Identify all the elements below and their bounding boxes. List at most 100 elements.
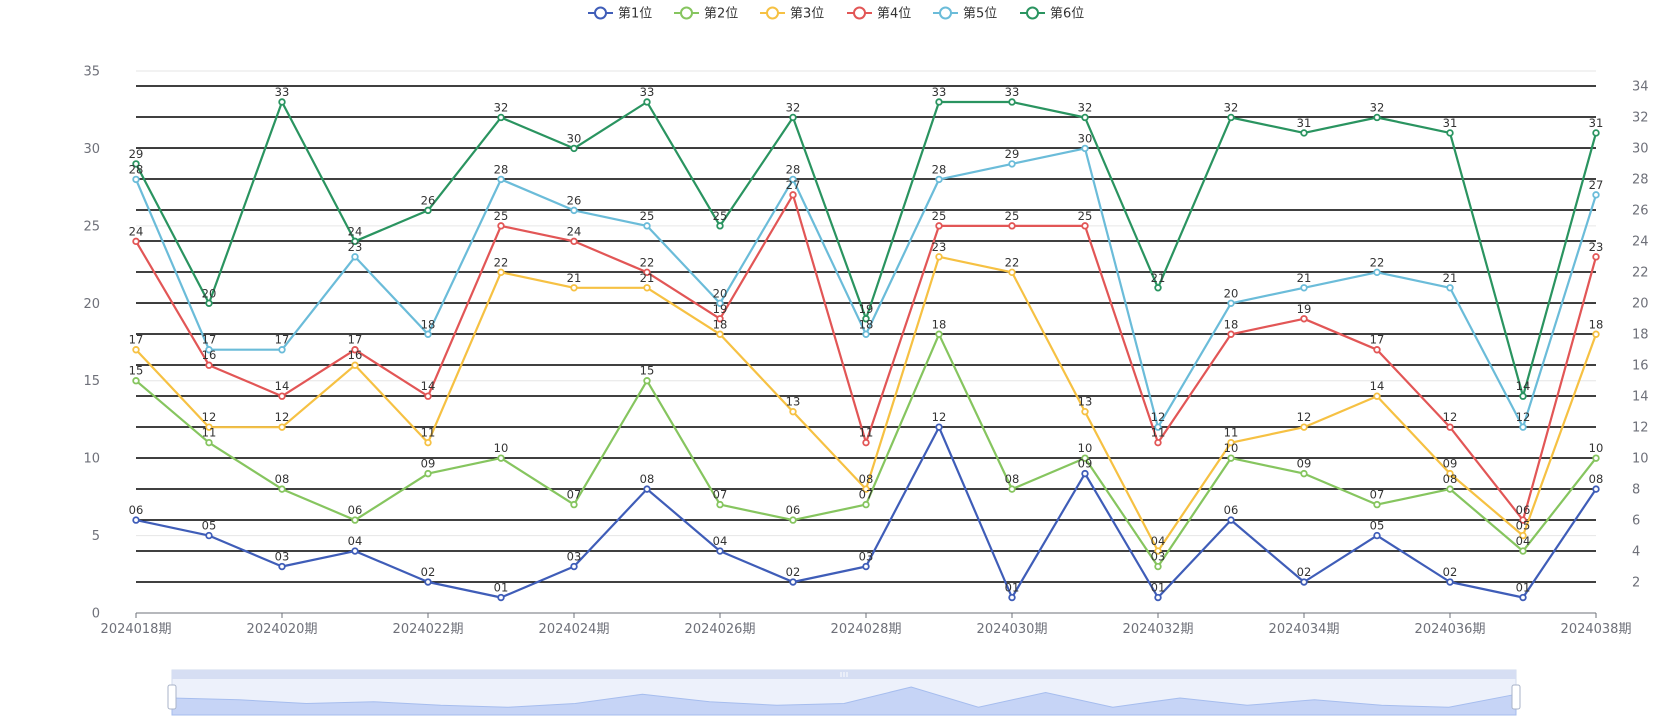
data-point[interactable] — [716, 330, 724, 338]
legend-item-5[interactable]: 第5位 — [933, 6, 997, 22]
data-point[interactable] — [205, 346, 213, 354]
data-point[interactable] — [1008, 160, 1016, 168]
data-point[interactable] — [278, 562, 286, 571]
data-point[interactable] — [716, 500, 724, 509]
slider-handle-right[interactable] — [1511, 684, 1521, 710]
data-point[interactable] — [497, 222, 505, 230]
data-point[interactable] — [1227, 454, 1235, 462]
data-point[interactable] — [1373, 113, 1381, 122]
data-point[interactable] — [1300, 129, 1308, 137]
data-point[interactable] — [570, 500, 578, 509]
data-point[interactable] — [205, 438, 213, 447]
data-point[interactable] — [1373, 392, 1381, 400]
data-point[interactable] — [132, 160, 140, 168]
data-point[interactable] — [497, 454, 505, 462]
data-point[interactable] — [643, 377, 651, 385]
data-point[interactable] — [789, 407, 797, 416]
data-point[interactable] — [1373, 500, 1381, 509]
data-point[interactable] — [1008, 268, 1016, 277]
data-point[interactable] — [1081, 144, 1089, 153]
data-point[interactable] — [643, 98, 651, 106]
data-point[interactable] — [205, 531, 213, 540]
data-point[interactable] — [1008, 593, 1016, 602]
data-point[interactable] — [132, 346, 140, 354]
data-point[interactable] — [497, 268, 505, 277]
data-point[interactable] — [1300, 315, 1308, 323]
data-point[interactable] — [1300, 423, 1308, 431]
legend-item-4[interactable]: 第4位 — [847, 6, 911, 22]
data-point[interactable] — [1519, 423, 1527, 431]
data-point[interactable] — [1592, 129, 1600, 137]
data-point[interactable] — [351, 547, 359, 555]
legend-item-1[interactable]: 第1位 — [588, 6, 652, 22]
data-point[interactable] — [497, 175, 505, 184]
data-point[interactable] — [862, 330, 870, 338]
data-point[interactable] — [1300, 469, 1308, 478]
data-point[interactable] — [278, 485, 286, 493]
data-point[interactable] — [935, 98, 943, 106]
data-point[interactable] — [1446, 469, 1454, 478]
data-point[interactable] — [1227, 330, 1235, 338]
data-point[interactable] — [716, 315, 724, 323]
data-point[interactable] — [1154, 562, 1162, 571]
data-point[interactable] — [1446, 485, 1454, 493]
data-point[interactable] — [1592, 454, 1600, 462]
data-point[interactable] — [1519, 547, 1527, 555]
data-point[interactable] — [643, 485, 651, 493]
data-point[interactable] — [1373, 346, 1381, 354]
data-point[interactable] — [1081, 222, 1089, 230]
data-point[interactable] — [570, 237, 578, 246]
data-point[interactable] — [132, 237, 140, 246]
data-point[interactable] — [1227, 113, 1235, 122]
data-point[interactable] — [1008, 98, 1016, 106]
data-point[interactable] — [643, 284, 651, 292]
data-point[interactable] — [1446, 284, 1454, 292]
data-point[interactable] — [205, 361, 213, 369]
data-point[interactable] — [570, 144, 578, 153]
data-point[interactable] — [1592, 191, 1600, 199]
data-point[interactable] — [1227, 438, 1235, 447]
slider-handle-left[interactable] — [167, 684, 177, 710]
data-point[interactable] — [1519, 531, 1527, 540]
data-point[interactable] — [205, 299, 213, 307]
data-point[interactable] — [1446, 578, 1454, 586]
data-point[interactable] — [424, 206, 432, 215]
data-point[interactable] — [351, 516, 359, 524]
data-point[interactable] — [1446, 129, 1454, 137]
data-point[interactable] — [862, 438, 870, 447]
data-point[interactable] — [935, 253, 943, 261]
data-point[interactable] — [570, 206, 578, 215]
data-point[interactable] — [1519, 516, 1527, 524]
data-point[interactable] — [1373, 531, 1381, 540]
data-point[interactable] — [132, 377, 140, 385]
data-point[interactable] — [862, 500, 870, 509]
data-point[interactable] — [1446, 423, 1454, 431]
data-point[interactable] — [716, 547, 724, 555]
data-point[interactable] — [935, 175, 943, 184]
data-point[interactable] — [351, 253, 359, 261]
data-point[interactable] — [278, 346, 286, 354]
data-point[interactable] — [1300, 578, 1308, 586]
data-point[interactable] — [1008, 222, 1016, 230]
data-point[interactable] — [497, 593, 505, 602]
data-point[interactable] — [132, 175, 140, 184]
data-point[interactable] — [643, 268, 651, 277]
data-point[interactable] — [570, 284, 578, 292]
data-point[interactable] — [424, 578, 432, 586]
data-point[interactable] — [351, 237, 359, 246]
data-point[interactable] — [789, 578, 797, 586]
legend-item-6[interactable]: 第6位 — [1020, 6, 1084, 22]
data-point[interactable] — [1154, 547, 1162, 555]
data-point[interactable] — [424, 330, 432, 338]
data-point[interactable] — [205, 423, 213, 431]
data-point[interactable] — [789, 175, 797, 184]
data-point[interactable] — [716, 222, 724, 230]
data-point[interactable] — [1592, 485, 1600, 493]
data-point[interactable] — [278, 392, 286, 400]
data-point[interactable] — [424, 392, 432, 400]
data-point[interactable] — [789, 191, 797, 199]
data-point[interactable] — [862, 315, 870, 323]
data-point[interactable] — [278, 423, 286, 431]
legend-item-2[interactable]: 第2位 — [674, 6, 738, 22]
legend[interactable]: 第1位 第2位 第3位 第4位 第5位 第6位 — [588, 6, 1084, 22]
